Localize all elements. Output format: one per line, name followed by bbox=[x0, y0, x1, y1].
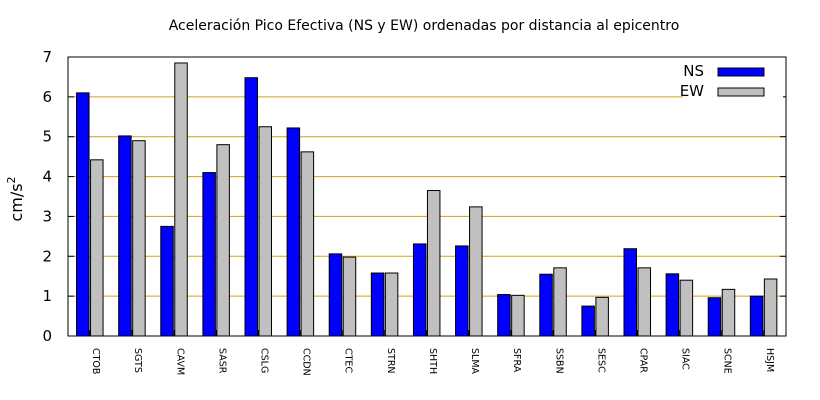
bar-ew bbox=[511, 294, 525, 337]
y-tick-label: 1 bbox=[42, 287, 52, 305]
x-tick-label: SCNE bbox=[722, 348, 733, 374]
bar-ew bbox=[132, 140, 146, 337]
x-tick-label: CAVM bbox=[174, 348, 185, 375]
legend-swatch-ew bbox=[717, 87, 765, 97]
bar-ns bbox=[497, 294, 511, 337]
bar-ns bbox=[539, 273, 553, 337]
bar-ew bbox=[258, 126, 273, 337]
bar-ns bbox=[707, 297, 722, 337]
x-tick-label: HSJM bbox=[764, 348, 775, 372]
y-tick-label: 4 bbox=[42, 168, 52, 186]
bar-ns bbox=[118, 135, 132, 337]
y-tick-label: 7 bbox=[42, 48, 52, 66]
bar-ns bbox=[244, 77, 259, 337]
x-tick-label: SGTS bbox=[132, 348, 143, 373]
x-tick-label: SSBN bbox=[553, 348, 564, 374]
bar-ns bbox=[665, 273, 680, 337]
bar-ew bbox=[721, 288, 736, 337]
bar-ns bbox=[76, 92, 90, 337]
x-tick-label: SHTH bbox=[427, 348, 438, 374]
bar-ew bbox=[637, 267, 652, 337]
bar-ns bbox=[749, 295, 764, 337]
bar-ns bbox=[455, 245, 469, 337]
x-tick-label: CPAR bbox=[638, 348, 649, 373]
bar-ew bbox=[384, 272, 399, 337]
x-tick-label: SESC bbox=[595, 348, 606, 373]
bar-ew bbox=[342, 256, 357, 337]
chart-title: Aceleración Pico Efectiva (NS y EW) orde… bbox=[169, 18, 680, 34]
bar-ew bbox=[763, 278, 778, 337]
bar-ew bbox=[679, 279, 694, 337]
x-axis: CTOB SGTS CAVM SASR CSLG CCDN CTEC STRN SHTH SLMA… bbox=[89, 330, 775, 376]
bar-ns bbox=[160, 225, 174, 337]
y-tick-label: 0 bbox=[42, 327, 52, 345]
x-tick-label: SIAC bbox=[680, 348, 691, 370]
y-tick-label: 6 bbox=[42, 88, 52, 106]
bar-ns bbox=[202, 172, 216, 337]
bar-ew bbox=[426, 190, 441, 337]
bar-ns bbox=[581, 305, 595, 337]
bars bbox=[76, 62, 778, 337]
x-tick-label: SFRA bbox=[511, 348, 522, 373]
x-tick-label: STRN bbox=[385, 348, 396, 374]
y-axis-label-exponent: 2 bbox=[5, 176, 18, 183]
bar-ns bbox=[328, 253, 343, 337]
bar-ns bbox=[286, 127, 301, 337]
y-axis-label-unit: cm/s bbox=[7, 183, 26, 221]
bar-ew bbox=[469, 206, 483, 337]
legend: NS EW bbox=[680, 60, 783, 100]
y-tick-label: 3 bbox=[42, 207, 52, 225]
x-tick-label: SLMA bbox=[469, 348, 480, 375]
bar-ns bbox=[623, 248, 638, 337]
bar-ew bbox=[553, 267, 567, 337]
legend-swatch-ns bbox=[717, 67, 765, 77]
bar-ns bbox=[370, 272, 385, 337]
bar-ns bbox=[412, 243, 427, 337]
x-tick-label: CCDN bbox=[301, 348, 312, 376]
bar-ew bbox=[595, 296, 609, 337]
x-tick-label: CSLG bbox=[259, 348, 270, 373]
bar-ew bbox=[216, 144, 230, 337]
bar-ew bbox=[174, 62, 188, 337]
x-tick-label: CTEC bbox=[343, 348, 354, 373]
x-tick-label: SASR bbox=[216, 348, 227, 374]
bar-ew bbox=[300, 151, 315, 337]
legend-label-ns: NS bbox=[683, 62, 704, 80]
y-tick-label: 5 bbox=[42, 128, 52, 146]
y-tick-label: 2 bbox=[42, 247, 52, 265]
legend-label-ew: EW bbox=[680, 82, 704, 100]
x-tick-label: CTOB bbox=[90, 348, 101, 374]
bar-ew bbox=[90, 159, 104, 337]
y-axis-label: cm/s2 bbox=[5, 176, 26, 221]
